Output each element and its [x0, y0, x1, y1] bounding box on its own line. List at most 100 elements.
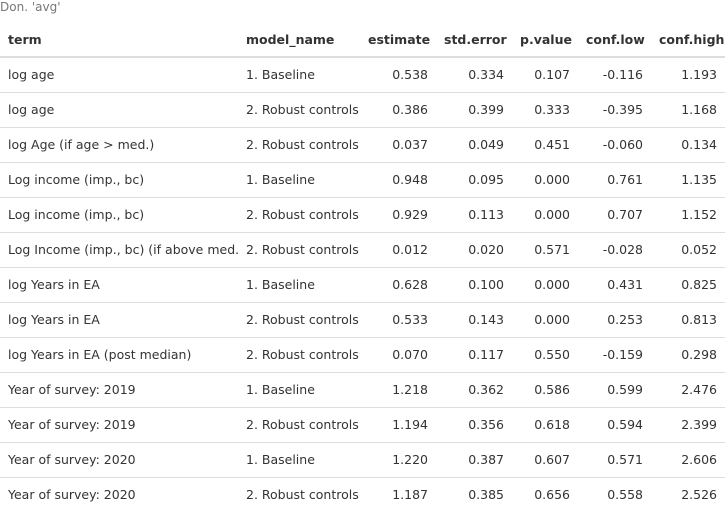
- cell-term: log Years in EA: [8, 277, 100, 292]
- cell-conf-high: 0.134: [681, 137, 717, 152]
- cell-estimate: 1.187: [392, 487, 428, 503]
- cell-term: Year of survey: 2019: [8, 417, 136, 432]
- cell-std-error: 0.362: [468, 382, 504, 397]
- cell-conf-low: -0.116: [602, 67, 643, 83]
- cell-term: Year of survey: 2020: [8, 487, 136, 503]
- cell-model-name: 2. Robust controls: [246, 347, 359, 362]
- cell-p-value: 0.000: [534, 172, 570, 187]
- cell-model-name: 2. Robust controls: [246, 312, 359, 327]
- cell-estimate: 0.037: [392, 137, 428, 152]
- table-row: log Years in EA 2. Robust controls 0.533 0.…: [0, 302, 725, 337]
- cell-std-error: 0.334: [468, 67, 504, 83]
- column-header-estimate: estimate: [368, 31, 431, 47]
- cell-conf-low: 0.431: [607, 277, 643, 292]
- cell-p-value: 0.000: [534, 207, 570, 222]
- cell-estimate: 0.533: [392, 312, 428, 327]
- cell-conf-high: 2.606: [681, 452, 717, 467]
- table-row: Year of survey: 2019 2. Robust controls 1.…: [0, 407, 725, 442]
- cell-p-value: 0.000: [534, 312, 570, 327]
- cell-std-error: 0.117: [468, 347, 504, 362]
- cell-term: Year of survey: 2019: [8, 382, 136, 397]
- cell-estimate: 1.220: [392, 452, 428, 467]
- cell-conf-high: 1.168: [681, 102, 717, 117]
- table-caption: Don. 'avg': [0, 0, 61, 14]
- cell-conf-high: 2.476: [681, 382, 717, 397]
- cell-conf-low: -0.060: [602, 137, 643, 152]
- table-row: log age 1. Baseline 0.538 0.334 0.107 -0.116 1…: [0, 57, 725, 92]
- cell-std-error: 0.385: [468, 487, 504, 503]
- table-row: Year of survey: 2020 1. Baseline 1.220 0.38…: [0, 442, 725, 477]
- column-header-std-error: std.error: [444, 31, 507, 47]
- cell-term: log Age (if age > med.): [8, 137, 155, 152]
- cell-model-name: 2. Robust controls: [246, 417, 359, 432]
- cell-conf-low: 0.253: [607, 312, 643, 327]
- cell-std-error: 0.356: [468, 417, 504, 432]
- cell-conf-low: 0.599: [607, 382, 643, 397]
- cell-conf-high: 1.135: [681, 172, 717, 187]
- cell-std-error: 0.143: [468, 312, 504, 327]
- cell-conf-low: -0.159: [602, 347, 643, 362]
- cell-conf-high: 2.526: [681, 487, 717, 503]
- cell-std-error: 0.095: [468, 172, 504, 187]
- cell-model-name: 1. Baseline: [246, 382, 315, 397]
- column-header-model-name: model_name: [246, 31, 335, 47]
- cell-conf-low: -0.028: [602, 242, 643, 257]
- cell-std-error: 0.100: [468, 277, 504, 292]
- header-row: term model_name estimate std.error p.val…: [0, 22, 725, 57]
- cell-p-value: 0.333: [534, 102, 570, 117]
- cell-p-value: 0.451: [534, 137, 570, 152]
- cell-conf-low: 0.594: [607, 417, 643, 432]
- cell-model-name: 2. Robust controls: [246, 207, 359, 222]
- cell-std-error: 0.020: [468, 242, 504, 257]
- cell-std-error: 0.113: [468, 207, 504, 222]
- cell-estimate: 1.194: [392, 417, 428, 432]
- cell-estimate: 1.218: [392, 382, 428, 397]
- cell-estimate: 0.070: [392, 347, 428, 362]
- table-row: Log Income (imp., bc) (if above med.) 2. …: [0, 232, 725, 267]
- cell-model-name: 2. Robust controls: [246, 242, 359, 257]
- cell-model-name: 1. Baseline: [246, 172, 315, 187]
- cell-std-error: 0.049: [468, 137, 504, 152]
- table-row: log Years in EA (post median) 2. Robust c…: [0, 337, 725, 372]
- cell-model-name: 2. Robust controls: [246, 137, 359, 152]
- table-body: log age 1. Baseline 0.538 0.334 0.107 -0.116 1…: [0, 57, 725, 512]
- cell-conf-low: 0.558: [607, 487, 643, 503]
- cell-p-value: 0.550: [534, 347, 570, 362]
- cell-conf-low: 0.707: [607, 207, 643, 222]
- cell-conf-low: -0.395: [602, 102, 643, 117]
- cell-conf-high: 0.813: [681, 312, 717, 327]
- cell-p-value: 0.656: [534, 487, 570, 503]
- cell-std-error: 0.387: [468, 452, 504, 467]
- cell-conf-high: 1.193: [681, 67, 717, 83]
- cell-conf-high: 0.298: [681, 347, 717, 362]
- cell-estimate: 0.386: [392, 102, 428, 117]
- table-row: Log income (imp., bc) 1. Baseline 0.948 0.0…: [0, 162, 725, 197]
- cell-term: Year of survey: 2020: [8, 452, 136, 467]
- cell-std-error: 0.399: [468, 102, 504, 117]
- cell-model-name: 2. Robust controls: [246, 102, 359, 117]
- cell-conf-low: 0.761: [607, 172, 643, 187]
- table-row: log Years in EA 1. Baseline 0.628 0.100 0.00…: [0, 267, 725, 302]
- cell-p-value: 0.618: [534, 417, 570, 432]
- table-row: Year of survey: 2020 2. Robust controls 1.…: [0, 477, 725, 512]
- cell-estimate: 0.628: [392, 277, 428, 292]
- cell-conf-high: 1.152: [681, 207, 717, 222]
- cell-p-value: 0.000: [534, 277, 570, 292]
- cell-term: log age: [8, 67, 55, 83]
- results-table: term model_name estimate std.error p.val…: [0, 22, 725, 512]
- table-row: Log income (imp., bc) 2. Robust controls 0…: [0, 197, 725, 232]
- cell-term: Log income (imp., bc): [8, 172, 145, 187]
- cell-term: log Years in EA (post median): [8, 347, 192, 362]
- cell-p-value: 0.607: [534, 452, 570, 467]
- cell-model-name: 1. Baseline: [246, 67, 315, 83]
- cell-conf-high: 0.052: [681, 242, 717, 257]
- table-row: Year of survey: 2019 1. Baseline 1.218 0.36…: [0, 372, 725, 407]
- cell-conf-low: 0.571: [607, 452, 643, 467]
- cell-conf-high: 0.825: [681, 277, 717, 292]
- cell-conf-high: 2.399: [681, 417, 717, 432]
- column-header-term: term: [8, 31, 42, 47]
- cell-model-name: 1. Baseline: [246, 277, 315, 292]
- cell-estimate: 0.538: [392, 67, 428, 83]
- cell-term: log age: [8, 102, 55, 117]
- cell-estimate: 0.012: [392, 242, 428, 257]
